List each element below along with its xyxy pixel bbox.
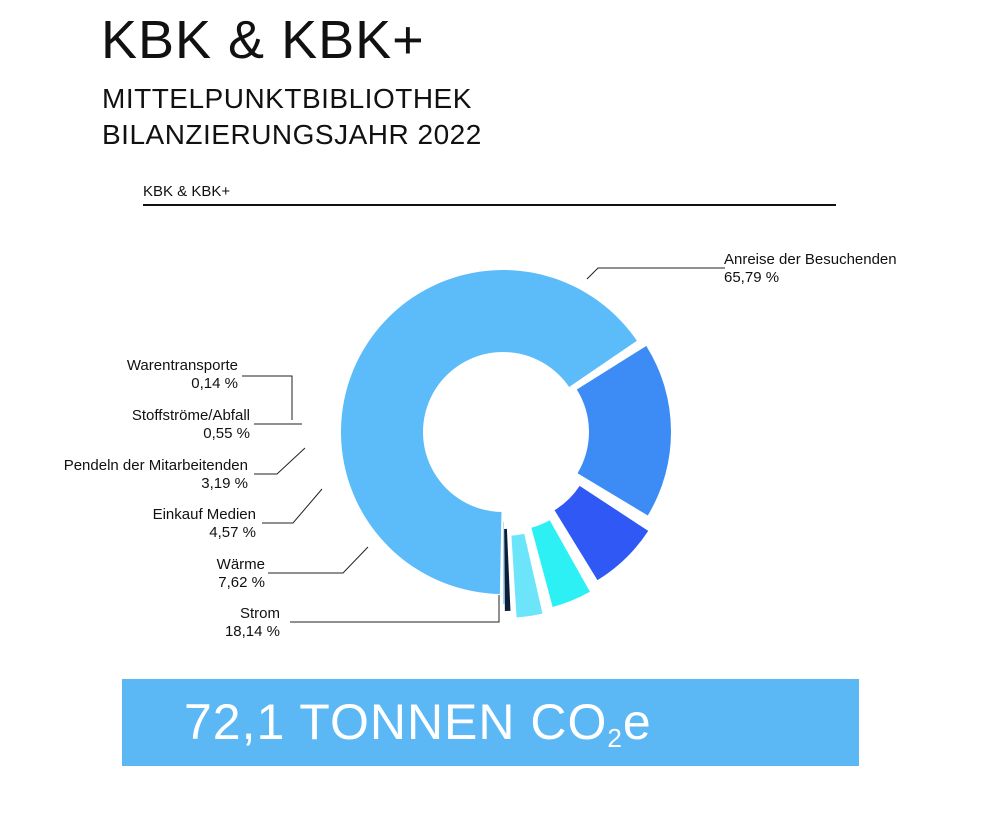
slice-label-waerme: Wärme [217,556,265,573]
slice-label-einkauf-medien: Einkauf Medien [153,506,256,523]
leader-line-einkauf-medien [262,488,323,524]
total-emissions-text: 72,1 TONNEN CO2e [184,691,652,761]
donut-slice-waerme [554,485,649,581]
chart-title: KBK & KBK+ [143,183,231,200]
leader-line-waerme [268,546,369,574]
slice-value-warentransporte: 0,14 % [191,375,238,392]
slice-label-stoffstroeme-abfall: Stoffströme/Abfall [132,407,250,424]
slice-label-anreise-der-besuchenden: Anreise der Besuchenden [724,251,897,268]
slice-label-pendeln-der-mitarbeitenden: Pendeln der Mitarbeitenden [64,457,248,474]
total-emissions-banner: 72,1 TONNEN CO2e [122,679,859,766]
page-subtitle-library: MITTELPUNKTBIBLIOTHEK [102,83,472,114]
slice-label-strom: Strom [240,605,280,622]
leader-line-warentransporte [242,375,293,420]
total-emissions-subscript: 2 [607,723,623,753]
chart-title-rule [143,204,836,206]
slice-value-waerme: 7,62 % [218,574,265,591]
page-title: KBK & KBK+ [101,10,425,70]
slice-value-strom: 18,14 % [225,623,280,640]
slice-value-pendeln-der-mitarbeitenden: 3,19 % [201,475,248,492]
total-emissions-value: 72,1 TONNEN CO [184,694,608,750]
slice-value-einkauf-medien: 4,57 % [209,524,256,541]
slice-label-warentransporte: Warentransporte [127,357,238,374]
donut-slice-anreise-der-besuchenden [341,270,637,594]
donut-slice-stoffstroeme-abfall [504,528,511,611]
total-emissions-suffix: e [622,694,652,750]
donut-slice-einkauf-medien [531,520,590,607]
slice-value-stoffstroeme-abfall: 0,55 % [203,425,250,442]
donut-slice-pendeln-der-mitarbeitenden [511,533,543,618]
donut-slice-strom [576,345,671,516]
leader-line-strom [290,595,500,623]
page-subtitle-year: BILANZIERUNGSJAHR 2022 [102,119,482,150]
leader-line-pendeln-der-mitarbeitenden [254,447,306,475]
slice-value-anreise-der-besuchenden: 65,79 % [724,269,779,286]
leader-line-anreise-der-besuchenden [586,267,725,280]
donut-slice-warentransporte [503,521,505,604]
